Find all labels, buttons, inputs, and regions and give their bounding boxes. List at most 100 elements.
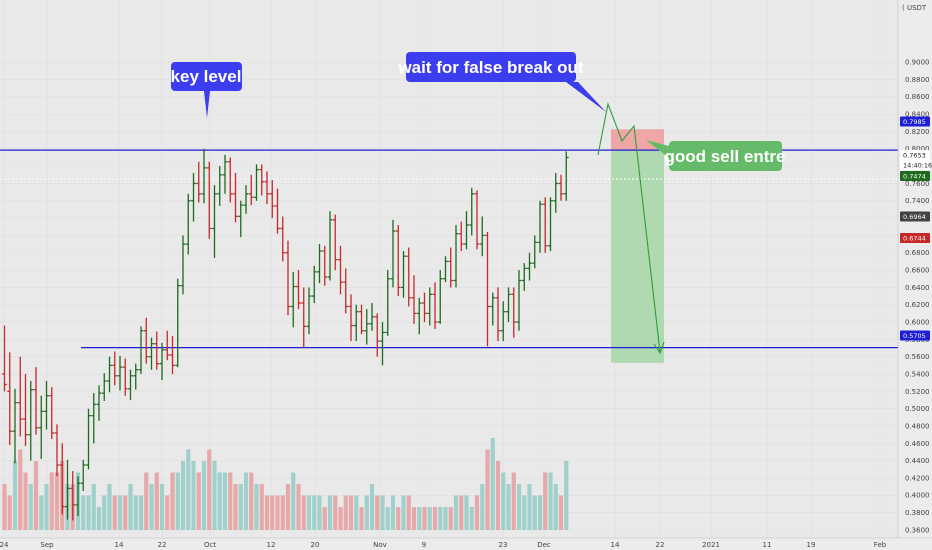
price-tag-label: 0.7474	[903, 172, 926, 180]
ohlc-bar	[91, 393, 97, 444]
volume-bar	[81, 495, 86, 530]
projection-paths[interactable]	[597, 102, 665, 355]
price-tick-label: 0.8000	[905, 145, 930, 153]
price-tick-label: 0.4800	[905, 422, 930, 430]
ohlc-bar	[511, 287, 517, 338]
time-tick-label: Feb	[874, 541, 887, 549]
ohlc-bar	[217, 166, 223, 206]
ohlc-bar	[380, 322, 385, 366]
ohlc-bar	[553, 173, 559, 213]
callout-sell-entry[interactable]: good sell entre	[646, 140, 785, 171]
ohlc-bar	[485, 231, 490, 347]
price-tick-label: 0.3600	[905, 526, 930, 534]
price-tag-label: 0.5705	[903, 332, 926, 340]
time-ticks: 24 Sep 14 22 Oct 12 20 Nov 9 23 Dec 14 22 2021 11 19 Feb	[0, 541, 887, 549]
volume-bar	[144, 472, 149, 530]
callout-sell-entry-text: good sell entre	[665, 147, 786, 166]
time-axis-background	[0, 538, 932, 550]
ohlc-bar	[59, 443, 65, 515]
callout-false-break[interactable]: wait for false break out	[397, 52, 606, 112]
callout-box	[171, 62, 242, 91]
price-tick-label: 0.4400	[905, 457, 930, 465]
price-tag: 0.7474	[900, 171, 930, 181]
volume-bar	[354, 495, 359, 530]
ohlc-bar	[12, 388, 18, 464]
price-tag-label: 0.6964	[903, 213, 926, 221]
volume-bar	[96, 507, 102, 530]
price-tick-label: 0.5200	[905, 388, 930, 396]
ohlc-bar	[532, 235, 538, 269]
volume-bar	[201, 461, 207, 530]
volume-bar	[558, 495, 564, 530]
volume-bar	[285, 484, 291, 530]
volume-bar	[170, 472, 175, 530]
trade-box[interactable]	[611, 129, 664, 363]
ohlc-bar	[301, 287, 307, 349]
ohlc-bar	[243, 185, 249, 214]
ohlc-bar	[196, 161, 202, 203]
price-tag-label: 14:40:16	[903, 161, 932, 169]
price-tag-box	[900, 150, 930, 160]
volume-bar	[28, 484, 33, 530]
ohlc-bar	[453, 225, 459, 288]
price-tick-label: 0.3800	[905, 509, 930, 517]
volume-bar	[243, 472, 249, 530]
projection-arrowhead	[653, 341, 665, 355]
ohlc-bar	[348, 294, 354, 342]
callout-key-level[interactable]: key level	[171, 62, 242, 118]
price-tick-label: 0.8800	[905, 76, 930, 84]
price-tag-label: 0.6744	[903, 234, 926, 242]
ohlc-bar	[296, 270, 301, 310]
volume-bar	[527, 484, 532, 530]
ohlc-bar	[416, 297, 422, 335]
volume-bar	[369, 484, 375, 530]
volume-bar	[459, 495, 464, 530]
time-axis[interactable]: 24 Sep 14 22 Oct 12 20 Nov 9 23 Dec 14 22 2021 11 19 Feb	[0, 537, 932, 550]
ohlc-bar	[143, 317, 149, 364]
ohlc-bar	[385, 270, 391, 336]
price-axis[interactable]: ( USDT 0.9000 0.8800 0.8600 0.8400 0.8200 0.8…	[897, 0, 932, 538]
ohlc-bar	[44, 380, 49, 430]
volume-bar	[506, 484, 511, 530]
price-tag-label: 0.7653	[903, 151, 926, 159]
callout-false-break-text: wait for false break out	[397, 58, 583, 77]
price-tag-box	[900, 171, 930, 181]
price-tick-label: 0.6200	[905, 301, 930, 309]
ohlc-bar	[506, 287, 511, 323]
time-tick-label: 19	[807, 541, 816, 549]
ohlc-bar	[264, 171, 270, 205]
volume-bar	[154, 472, 159, 530]
ohlc-bar	[542, 197, 548, 253]
volume-bar	[149, 484, 154, 530]
price-tick-label: 0.8600	[905, 93, 930, 101]
volume-bar	[443, 507, 448, 530]
volume-bar	[49, 472, 54, 530]
ohlc-bar	[338, 245, 343, 295]
ohlc-bar	[2, 325, 7, 392]
ohlc-bar	[49, 387, 55, 440]
ohlc-bar	[521, 263, 527, 291]
volume-bar	[291, 472, 296, 530]
ohlc-bar	[448, 247, 454, 288]
time-tick-label: Nov	[373, 541, 387, 549]
ohlc-bar	[164, 330, 170, 361]
ohlc-bar	[285, 240, 291, 316]
volume-bar	[396, 507, 401, 530]
ohlc-bar	[406, 247, 412, 307]
ohlc-bar	[558, 174, 564, 201]
volume-bar	[270, 495, 275, 530]
volume-bar	[102, 495, 107, 530]
volume-bar	[327, 495, 333, 530]
ohlc-bar	[248, 174, 254, 206]
price-tag: 0.6964	[900, 211, 930, 222]
ohlc-bar	[159, 342, 165, 381]
price-tick-label: 0.4000	[905, 492, 930, 500]
price-tags: 0.7985 0.7653 14:40:16 0.7474 0.6964 0.6744 0.…	[900, 116, 932, 341]
price-tag: 0.7653	[900, 150, 930, 160]
ohlc-bar	[500, 301, 506, 342]
ohlc-bar	[7, 352, 13, 446]
volume-bar	[348, 495, 354, 530]
price-tick-label: 0.4600	[905, 440, 930, 448]
ohlc-bar	[122, 358, 128, 396]
